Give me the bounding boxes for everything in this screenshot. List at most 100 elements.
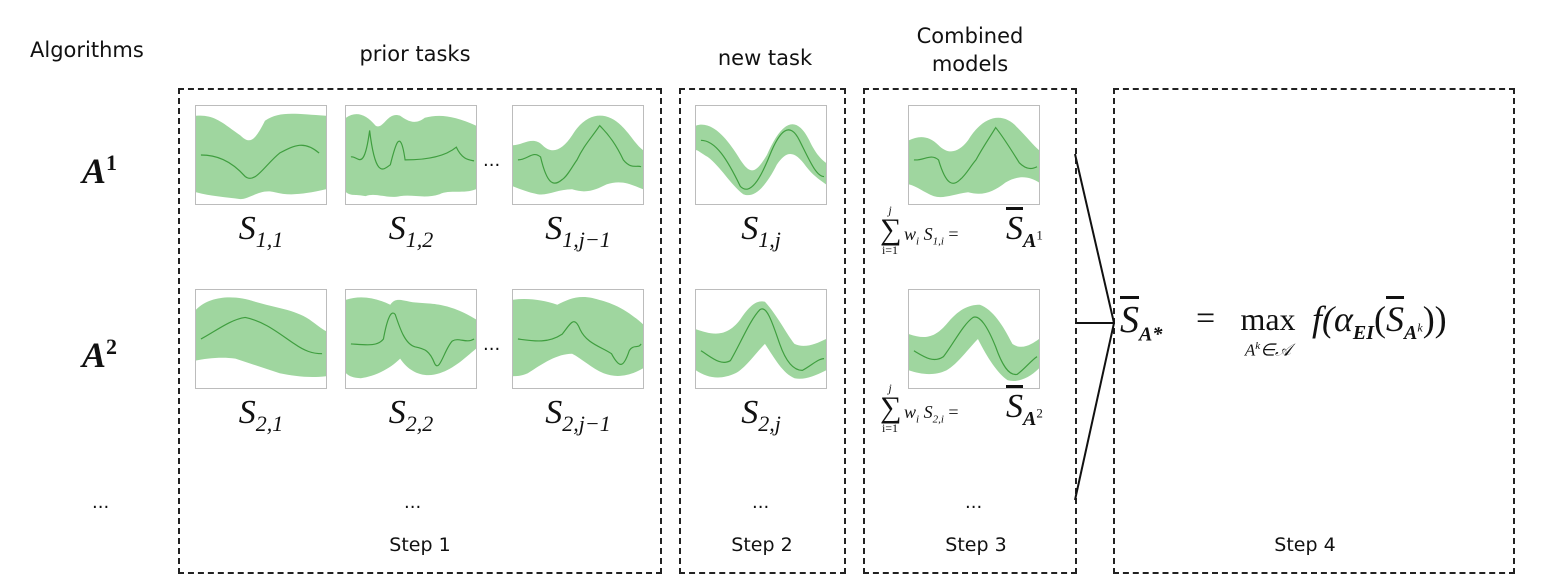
algorithm-base: A	[82, 335, 107, 375]
prior-tasks-header: prior tasks	[359, 42, 471, 66]
surrogate-label: S1,2	[331, 210, 491, 253]
algorithm-label-1: A1	[82, 150, 117, 192]
surrogate-plot	[195, 105, 327, 205]
result-sub: A2	[1023, 405, 1043, 430]
uncertainty-band	[513, 296, 643, 377]
result-sub-base: A	[1023, 407, 1037, 430]
result-sup: 2	[1036, 405, 1043, 421]
mean-line	[700, 129, 825, 190]
surrogate-symbol: S	[1386, 299, 1405, 339]
combined-model-plot	[908, 289, 1040, 389]
combined-result: SA2	[1006, 388, 1043, 431]
surrogate-symbol: S	[741, 210, 759, 247]
sum-top: j	[888, 203, 892, 217]
surrogate-plot	[345, 289, 477, 389]
step2-label: Step 2	[731, 534, 793, 556]
sum-bottom: i=1	[881, 421, 899, 435]
surrogate-symbol: S	[238, 394, 256, 431]
uncertainty-band	[346, 297, 476, 379]
step4-label: Step 4	[1274, 534, 1336, 556]
formula-lhs: SA*	[1120, 298, 1162, 347]
max-sub-base: A	[1244, 340, 1256, 360]
surrogate-plot	[512, 289, 644, 389]
max-operator: max	[1240, 301, 1296, 337]
combined-header-line1: Combined	[916, 24, 1024, 48]
sum-sign: ∑	[880, 213, 902, 246]
surrogate-symbol: S	[1006, 388, 1023, 425]
algorithms-header: Algorithms	[30, 38, 144, 62]
surrogate-symbol: S	[1006, 210, 1023, 247]
algorithm-base: A	[82, 151, 107, 191]
step2-box	[679, 88, 846, 574]
uncertainty-band	[696, 124, 826, 196]
max-subscript: Ak∈𝒜	[1232, 336, 1304, 361]
max-sub-sup: k	[1255, 340, 1261, 352]
close-parens: ))	[1422, 299, 1447, 339]
algorithm-ellipsis: ...	[92, 492, 110, 513]
selection-formula: SA* = max Ak∈𝒜 f(αEI(SAk))	[1120, 298, 1510, 378]
surrogate-index: 1,1	[255, 226, 284, 252]
surrogate-index: 2,2	[405, 410, 434, 436]
mean-line	[913, 316, 1038, 376]
uncertainty-band	[196, 297, 326, 378]
lhs-sub: A*	[1139, 323, 1163, 346]
weight: w	[904, 224, 917, 244]
algorithm-sup: 1	[106, 150, 118, 175]
step1-box	[178, 88, 662, 574]
combined-models-header: Combined models	[880, 22, 1060, 78]
inner-sub: Ak	[1404, 321, 1423, 345]
surrogate-plot	[195, 289, 327, 389]
surrogate-label: S2,j	[681, 394, 841, 437]
step3-ellipsis: ...	[965, 492, 983, 513]
surrogate-symbol: S	[388, 394, 406, 431]
surrogate-index: 1,2	[405, 226, 434, 252]
surrogate-plot	[512, 105, 644, 205]
mean-line	[200, 144, 320, 179]
uncertainty-band	[196, 113, 326, 200]
surrogate-symbol: S	[545, 210, 563, 247]
uncertainty-band	[909, 304, 1039, 382]
step1-label: Step 1	[389, 534, 451, 556]
step1-ellipsis: ...	[404, 492, 422, 513]
weight-index: i	[916, 235, 920, 248]
surrogate-symbol: S	[238, 210, 256, 247]
surrogate-index: 2,i	[932, 413, 944, 426]
prior-ellipsis: ...	[483, 334, 501, 355]
uncertainty-band	[909, 117, 1039, 198]
mean-line	[200, 316, 323, 355]
open-paren: (	[1374, 299, 1387, 339]
combined-header-line2: models	[931, 52, 1009, 76]
surrogate-index: 2,j	[758, 410, 781, 436]
connector-line	[1074, 322, 1115, 501]
result-sup: 1	[1036, 227, 1043, 243]
formula-f-alpha: f(α	[1312, 299, 1353, 339]
surrogate-index: 2,1	[255, 410, 284, 436]
mean-line	[350, 130, 475, 170]
surrogate-plot	[345, 105, 477, 205]
surrogate-plot	[695, 289, 827, 389]
step4-box	[1113, 88, 1515, 574]
sum-term: wi S2,i =	[904, 402, 959, 426]
surrogate-symbol: S	[1120, 299, 1139, 341]
sum-term: wi S1,i =	[904, 224, 959, 248]
formula-equals: =	[1196, 300, 1216, 337]
algorithm-label-2: A2	[82, 334, 117, 376]
surrogate-symbol: S	[545, 394, 563, 431]
surrogate-symbol: S	[923, 402, 933, 422]
step2-ellipsis: ...	[752, 492, 770, 513]
step3-box	[863, 88, 1077, 574]
weighted-sum-2: j ∑ i=1 wi S2,i = SA2	[880, 382, 1070, 452]
sum-limits: j ∑ i=1	[880, 382, 901, 435]
result-sub: A1	[1023, 227, 1043, 252]
mean-line	[700, 308, 825, 371]
mean-line	[350, 312, 475, 367]
surrogate-index: 1,i	[932, 235, 944, 248]
formula-max: max Ak∈𝒜	[1232, 302, 1304, 361]
surrogate-symbol: S	[388, 210, 406, 247]
surrogate-label: S2,1	[181, 394, 341, 437]
weight-index: i	[916, 413, 920, 426]
alpha-sub: EI	[1352, 322, 1375, 345]
equals: =	[948, 402, 959, 422]
surrogate-label: S2,2	[331, 394, 491, 437]
surrogate-symbol: S	[741, 394, 759, 431]
